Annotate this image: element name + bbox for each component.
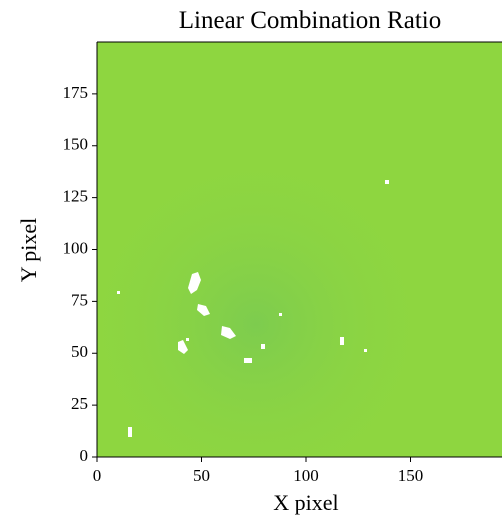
chart-title: Linear Combination Ratio [179,7,441,34]
y-tick-label: 125 [63,187,89,206]
x-axis-label: X pixel [273,490,338,515]
y-tick-label: 0 [80,446,89,465]
x-tick-label: 150 [398,466,424,485]
x-tick-label: 100 [293,466,319,485]
masked-pixel [364,349,367,352]
image-texture [97,42,502,457]
y-axis-label: Y pixel [16,218,41,283]
x-tick-label: 0 [93,466,102,485]
masked-pixel [117,291,120,294]
masked-pixel [385,180,389,184]
masked-pixel [188,272,201,294]
y-tick-label: 25 [71,394,88,413]
masked-pixel [261,344,265,349]
y-tick-label: 50 [71,342,88,361]
masked-pixel [221,326,236,339]
y-tick-label: 150 [63,135,89,154]
y-tick-label: 175 [63,83,89,102]
masked-pixel [128,427,132,437]
masked-pixel [340,337,344,345]
masked-pixel [279,313,282,316]
masked-pixel [244,358,252,363]
masked-pixel [178,340,188,354]
masked-pixels [117,180,389,437]
plot-area [97,42,502,457]
x-tick-label: 50 [193,466,210,485]
y-tick-label: 75 [71,290,88,309]
masked-pixel [197,304,210,316]
masked-pixel [186,338,189,341]
y-tick-label: 100 [63,238,89,257]
